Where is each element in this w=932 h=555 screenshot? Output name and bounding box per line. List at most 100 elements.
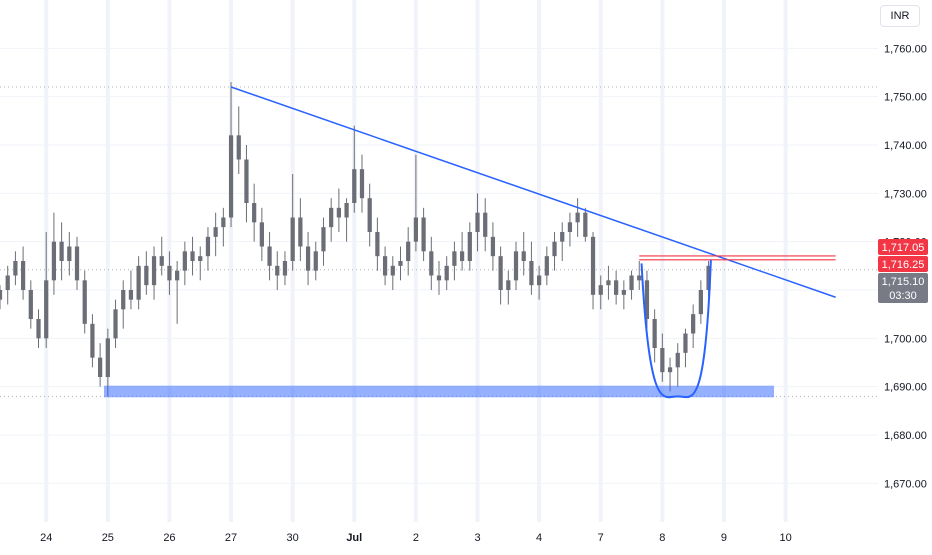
- candle: [267, 232, 272, 281]
- candle-body: [213, 227, 218, 237]
- candle-body: [544, 256, 549, 276]
- candles: [0, 82, 711, 397]
- candle-body: [28, 290, 33, 319]
- candle-body: [259, 222, 264, 247]
- candle-body: [105, 338, 110, 377]
- candle-body: [20, 261, 26, 290]
- y-tick-label: 1,690.00: [884, 382, 927, 394]
- candle: [5, 265, 10, 305]
- candle: [483, 198, 488, 252]
- candle: [167, 251, 172, 295]
- candle-body: [44, 280, 49, 339]
- candle-body: [151, 256, 157, 286]
- candle-body: [698, 290, 703, 315]
- candle-body: [267, 246, 272, 266]
- candle: [498, 246, 503, 305]
- candle: [359, 154, 365, 213]
- candle: [128, 270, 134, 310]
- currency-badge[interactable]: INR: [880, 5, 920, 27]
- candle: [375, 217, 380, 271]
- candle: [537, 265, 542, 300]
- candle: [336, 188, 341, 232]
- candle-body: [198, 256, 203, 261]
- candle-body: [344, 203, 349, 218]
- candle: [190, 236, 195, 276]
- candle-body: [98, 357, 103, 377]
- candle: [252, 183, 257, 242]
- candle-body: [621, 290, 626, 295]
- candle: [544, 246, 549, 286]
- candle: [159, 236, 164, 276]
- candle-body: [336, 207, 341, 218]
- price-tag-bg: [878, 239, 928, 255]
- candle-body: [498, 256, 503, 290]
- candle: [228, 82, 234, 228]
- candle-body: [606, 280, 611, 286]
- candle: [567, 212, 573, 247]
- candle-body: [675, 352, 680, 368]
- y-tick-label: 1,700.00: [884, 333, 927, 345]
- candle: [352, 125, 357, 213]
- candle-body: [667, 367, 673, 373]
- candle: [67, 232, 72, 276]
- candle: [606, 265, 611, 300]
- candle-body: [567, 222, 573, 232]
- candle-body: [459, 251, 465, 261]
- candle-body: [305, 246, 311, 271]
- candle: [244, 145, 249, 223]
- candle-body: [444, 265, 449, 281]
- candle-body: [660, 348, 665, 373]
- candle-body: [290, 217, 295, 261]
- candle: [221, 207, 226, 247]
- candle: [529, 241, 534, 295]
- candle: [406, 227, 411, 276]
- candle-body: [691, 314, 696, 334]
- candle-body: [490, 236, 496, 257]
- candle-body: [406, 241, 411, 261]
- candle-body: [190, 251, 195, 261]
- candle: [151, 246, 157, 300]
- candle: [598, 275, 603, 310]
- price-tag: 1,716.25: [878, 256, 928, 272]
- candle: [637, 261, 642, 290]
- candle-body: [51, 241, 57, 281]
- candle: [313, 241, 318, 281]
- price-tag-countdown: 03:30: [889, 290, 917, 302]
- candle-body: [236, 135, 241, 160]
- x-tick-label: 8: [659, 532, 665, 544]
- candle: [698, 280, 703, 324]
- candle: [621, 280, 626, 310]
- candle-body: [475, 212, 480, 232]
- candle: [583, 207, 588, 242]
- candle-body: [429, 251, 434, 276]
- candle: [590, 232, 596, 310]
- candle: [74, 236, 80, 290]
- candle-body: [359, 169, 365, 199]
- candle: [282, 251, 288, 286]
- x-tick-label: 2: [413, 532, 419, 544]
- candle: [506, 270, 511, 305]
- candle-body: [552, 241, 557, 257]
- candle: [344, 198, 349, 242]
- candle-body: [175, 270, 180, 281]
- candle-body: [228, 135, 234, 218]
- candle: [136, 256, 141, 310]
- candle-body: [390, 265, 395, 276]
- candle: [444, 256, 449, 290]
- candle: [521, 232, 526, 276]
- candle-body: [298, 217, 303, 247]
- x-tick-label: 4: [536, 532, 542, 544]
- candle: [259, 207, 264, 261]
- y-tick-label: 1,740.00: [884, 140, 927, 152]
- candle-body: [644, 280, 650, 319]
- candle: [452, 241, 457, 281]
- y-tick-label: 1,680.00: [884, 430, 927, 442]
- candle: [575, 198, 580, 237]
- candle: [321, 217, 326, 266]
- candle-body: [575, 212, 580, 223]
- candle-body: [0, 290, 3, 300]
- price-tag-value: 1,715.10: [882, 276, 925, 288]
- candle: [421, 207, 426, 261]
